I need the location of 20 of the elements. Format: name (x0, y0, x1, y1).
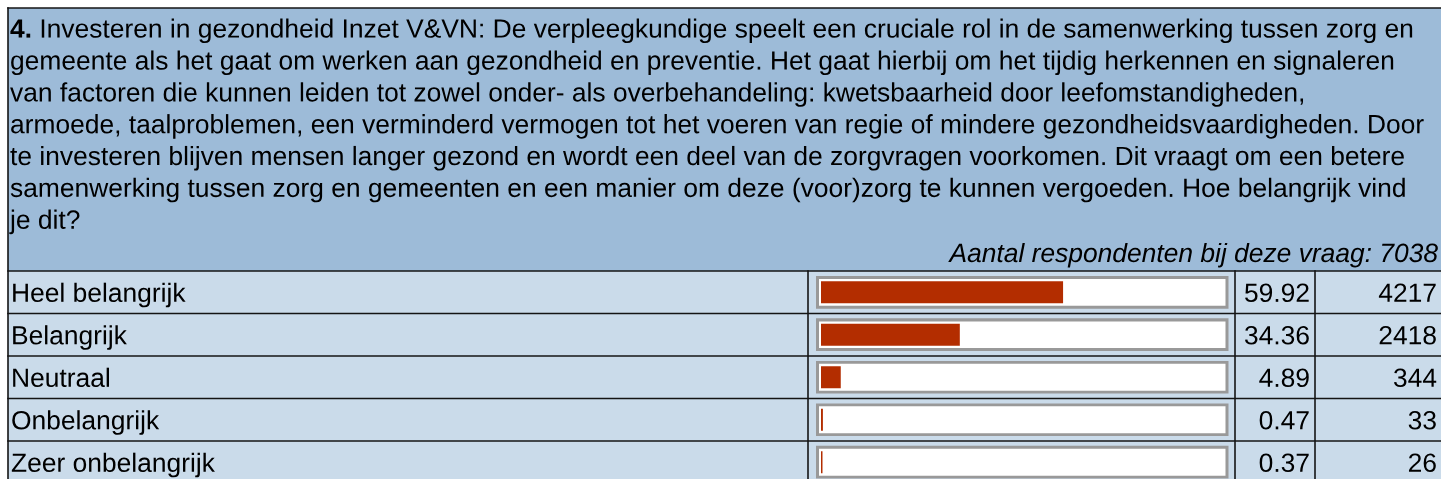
bar (821, 281, 1064, 304)
data-label: 4.89 (1259, 368, 1309, 388)
text: 4217 (1378, 283, 1436, 302)
data-label: 59.92 (1245, 283, 1309, 303)
data-label: 0.37 (1259, 453, 1309, 473)
y-tick-label: Onbelangrijk (12, 410, 160, 435)
text: 344 (1393, 368, 1437, 388)
text: 26 (1408, 453, 1436, 473)
bar (821, 366, 841, 389)
y-tick-label: Zeer onbelangrijk (11, 452, 215, 478)
data-label: 0.47 (1259, 410, 1309, 430)
bar (821, 323, 960, 346)
text: 2418 (1379, 325, 1436, 345)
y-tick-label: Heel belangrijk (13, 282, 186, 308)
y-tick-label: Neutraal (13, 367, 109, 388)
text: 33 (1408, 410, 1436, 430)
data-label: 34.36 (1244, 325, 1309, 345)
y-tick-label: Belangrijk (13, 325, 127, 350)
chart-subtitle: Aantal respondenten bij deze vraag: 7038 (948, 242, 1438, 268)
chart-title: 4. Investeren in gezondheid Inzet V&VN: De verpleegkundige speelt een cruciale rol in de samenwerking tussen zorg en gemeente als het gaat om werken aan gezondheid en preventie. Het gaat hierbij om het tijdig herkennen en signaleren van factoren die kunnen leiden tot zowel onder- als overbehandeling: kwetsbaarheid door leefomstandigheden, armoede, taalproblemen, een verminderd vermogen tot het voeren van regie of mindere gezondheidsvaardigheden. Door te investeren blijven mensen langer gezond en wordt een deel van de zorgvragen voorkomen. Dit vraagt om een betere samenwerking tussen zorg en gemeenten en een manier om deze (voor)zorg te kunnen vergoeden. Hoe belangrijk vind je dit? (9, 18, 1424, 235)
